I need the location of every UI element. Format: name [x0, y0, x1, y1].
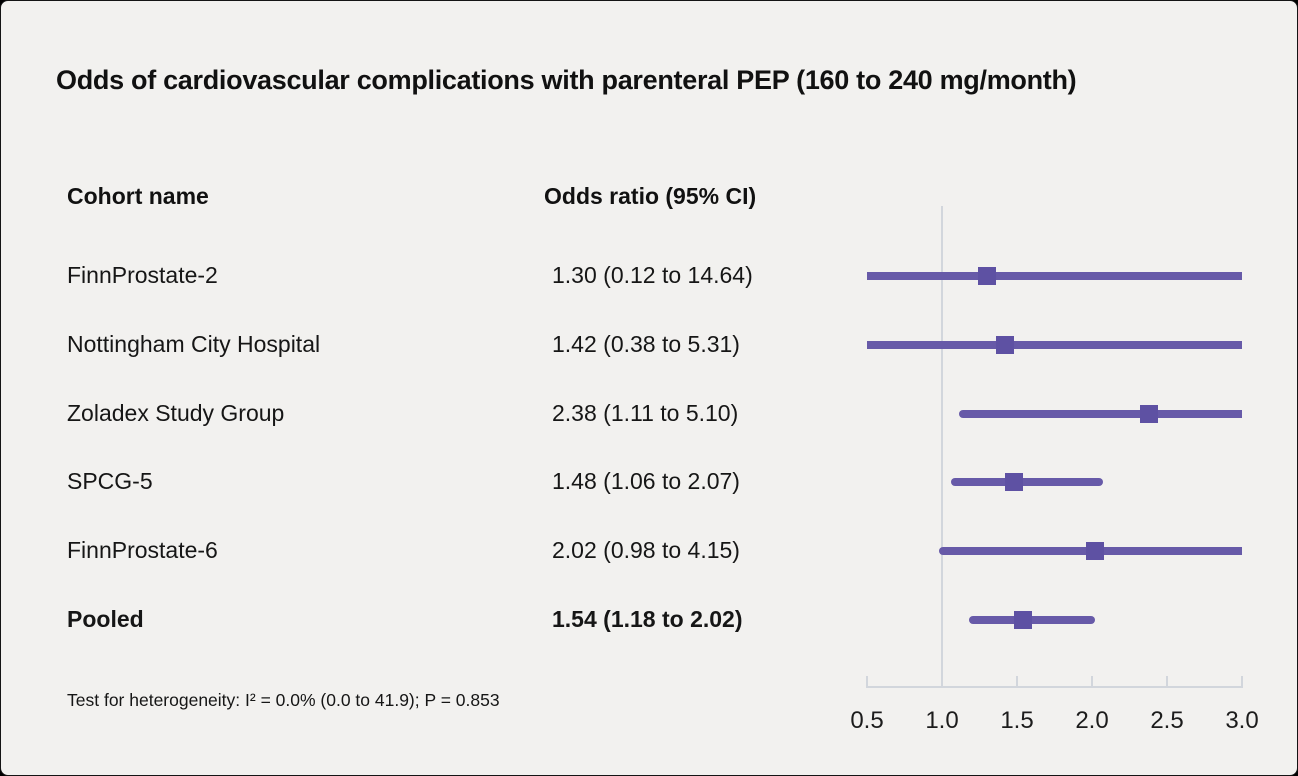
odds-ratio-value: 1.30 (0.12 to 14.64) — [552, 262, 753, 288]
cohort-name-pooled: Pooled — [67, 606, 144, 632]
ci-line-zoladex-study-group — [958, 410, 1242, 418]
odds-ratio-value: 1.48 (1.06 to 2.07) — [552, 468, 740, 494]
x-axis-tick-label: 3.0 — [1225, 707, 1259, 734]
cohort-name: FinnProstate-6 — [67, 537, 218, 563]
page-title: Odds of cardiovascular complications wit… — [56, 65, 1077, 95]
x-axis-tick — [1166, 676, 1168, 686]
odds-ratio-value: 2.02 (0.98 to 4.15) — [552, 537, 740, 563]
ci-line-nottingham-city-hospital — [867, 341, 1242, 349]
or-marker-finnprostate-2 — [978, 267, 996, 285]
or-marker-nottingham-city-hospital — [996, 336, 1014, 354]
heterogeneity-footnote: Test for heterogeneity: I² = 0.0% (0.0 t… — [67, 690, 500, 710]
ci-line-pooled — [969, 616, 1095, 624]
ci-line-finnprostate-2 — [867, 272, 1242, 280]
x-axis-line — [866, 686, 1243, 688]
x-axis-tick-label: 2.5 — [1150, 707, 1184, 734]
column-header-cohort: Cohort name — [67, 183, 209, 209]
or-marker-zoladex-study-group — [1140, 405, 1158, 423]
cohort-name: FinnProstate-2 — [67, 262, 218, 288]
or-marker-pooled — [1014, 611, 1032, 629]
odds-ratio-value: 1.42 (0.38 to 5.31) — [552, 331, 740, 357]
x-axis-tick-label: 0.5 — [850, 707, 884, 734]
or-marker-spcg-5 — [1005, 473, 1023, 491]
cohort-name: Zoladex Study Group — [67, 400, 285, 426]
x-axis-tick — [866, 676, 868, 686]
reference-line-1 — [941, 206, 943, 688]
x-axis-tick-label: 1.5 — [1000, 707, 1034, 734]
x-axis-tick-label: 2.0 — [1075, 707, 1109, 734]
ci-line-spcg-5 — [951, 478, 1103, 486]
x-axis-tick — [941, 676, 943, 686]
x-axis-tick — [1091, 676, 1093, 686]
x-axis-tick — [1241, 676, 1243, 686]
or-marker-finnprostate-6 — [1086, 542, 1104, 560]
odds-ratio-value-pooled: 1.54 (1.18 to 2.02) — [552, 606, 743, 632]
x-axis-tick-label: 1.0 — [925, 707, 959, 734]
column-header-odds-ratio: Odds ratio (95% CI) — [544, 183, 757, 209]
x-axis-tick — [1016, 676, 1018, 686]
cohort-name: Nottingham City Hospital — [67, 331, 321, 357]
cohort-name: SPCG-5 — [67, 468, 153, 494]
odds-ratio-value: 2.38 (1.11 to 5.10) — [552, 400, 739, 426]
